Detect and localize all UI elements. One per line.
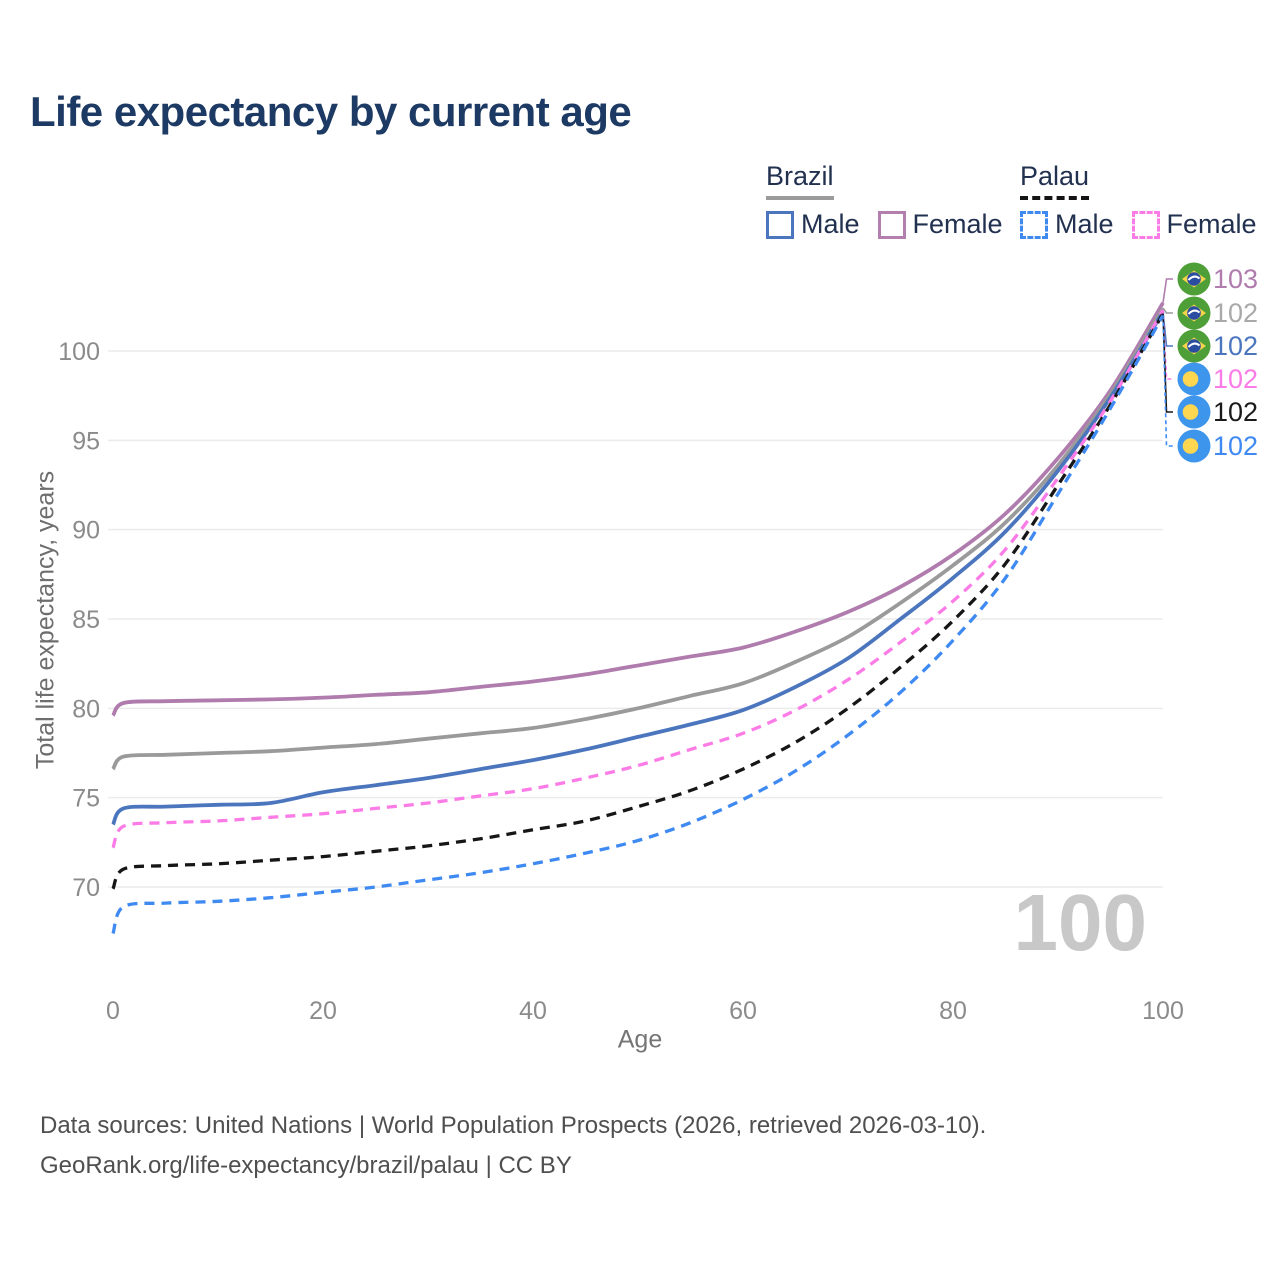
brazil-flag-icon xyxy=(1177,262,1211,296)
series-line-brazil-male xyxy=(111,310,1165,826)
x-tick-label: 20 xyxy=(309,997,337,1025)
y-tick-label: 85 xyxy=(72,606,100,634)
palau-male-swatch xyxy=(1020,210,1048,239)
legend-item-label: Female xyxy=(1166,209,1257,239)
series-line-palau-total xyxy=(111,312,1165,890)
y-tick-label: 100 xyxy=(58,338,100,366)
brazil-female-swatch xyxy=(877,210,906,239)
legend-country-palau: Palau xyxy=(1020,161,1090,200)
legend-item-brazil-female[interactable]: Female xyxy=(877,209,1003,240)
palau-flag-icon xyxy=(1177,429,1211,463)
palau-female-swatch xyxy=(1131,210,1160,239)
series-line-palau-male xyxy=(111,314,1165,935)
legend-item-label: Male xyxy=(1055,209,1114,239)
x-tick-label: 0 xyxy=(106,997,120,1025)
x-tick-label: 100 xyxy=(1142,997,1184,1025)
series-line-brazil-total xyxy=(111,307,1165,771)
legend-group-brazil: Brazil Male Female xyxy=(766,161,1003,240)
legend-item-label: Female xyxy=(912,209,1003,239)
legend-country-brazil: Brazil xyxy=(766,161,834,200)
series-line-palau-female xyxy=(111,309,1165,849)
end-label-value-brazil-total: 102 xyxy=(1213,298,1258,328)
chart-footer: Data sources: United Nations | World Pop… xyxy=(40,1106,986,1186)
legend-item-brazil-male[interactable]: Male xyxy=(766,209,860,240)
data-sources-text: Data sources: United Nations | World Pop… xyxy=(40,1112,987,1139)
legend-group-palau: Palau Male Female xyxy=(1020,161,1257,240)
y-tick-label: 75 xyxy=(72,785,100,813)
end-label-connector xyxy=(1162,311,1173,347)
y-tick-label: 95 xyxy=(72,427,100,455)
legend-item-label: Male xyxy=(801,209,860,239)
palau-flag-icon xyxy=(1177,395,1211,429)
end-label-value-palau-total: 102 xyxy=(1213,397,1258,427)
end-label-connector xyxy=(1162,278,1173,303)
end-label-value-palau-male: 102 xyxy=(1213,431,1258,461)
end-label-value-brazil-male: 102 xyxy=(1213,331,1258,361)
page-title: Life expectancy by current age xyxy=(30,88,632,135)
x-tick-label: 80 xyxy=(939,997,967,1025)
end-label-value-palau-female: 102 xyxy=(1213,364,1258,394)
x-axis-title: Age xyxy=(617,1025,663,1054)
y-tick-label: 90 xyxy=(72,517,100,545)
palau-flag-icon xyxy=(1177,362,1211,396)
end-label-connector xyxy=(1162,307,1173,314)
brazil-male-swatch xyxy=(766,210,794,239)
age-watermark: 100 xyxy=(1014,878,1147,967)
attribution-text: GeoRank.org/life-expectancy/brazil/palau… xyxy=(40,1152,572,1179)
y-tick-label: 70 xyxy=(72,874,100,902)
brazil-flag-icon xyxy=(1177,296,1211,330)
series-line-brazil-female xyxy=(111,301,1165,717)
end-label-value-brazil-female: 103 xyxy=(1213,264,1258,294)
brazil-flag-icon xyxy=(1177,329,1211,363)
y-tick-label: 80 xyxy=(72,695,100,723)
legend-item-palau-female[interactable]: Female xyxy=(1131,209,1257,240)
x-tick-label: 60 xyxy=(729,997,757,1025)
legend-item-palau-male[interactable]: Male xyxy=(1020,209,1114,240)
x-tick-label: 40 xyxy=(519,997,547,1025)
end-label-connector xyxy=(1162,315,1173,447)
